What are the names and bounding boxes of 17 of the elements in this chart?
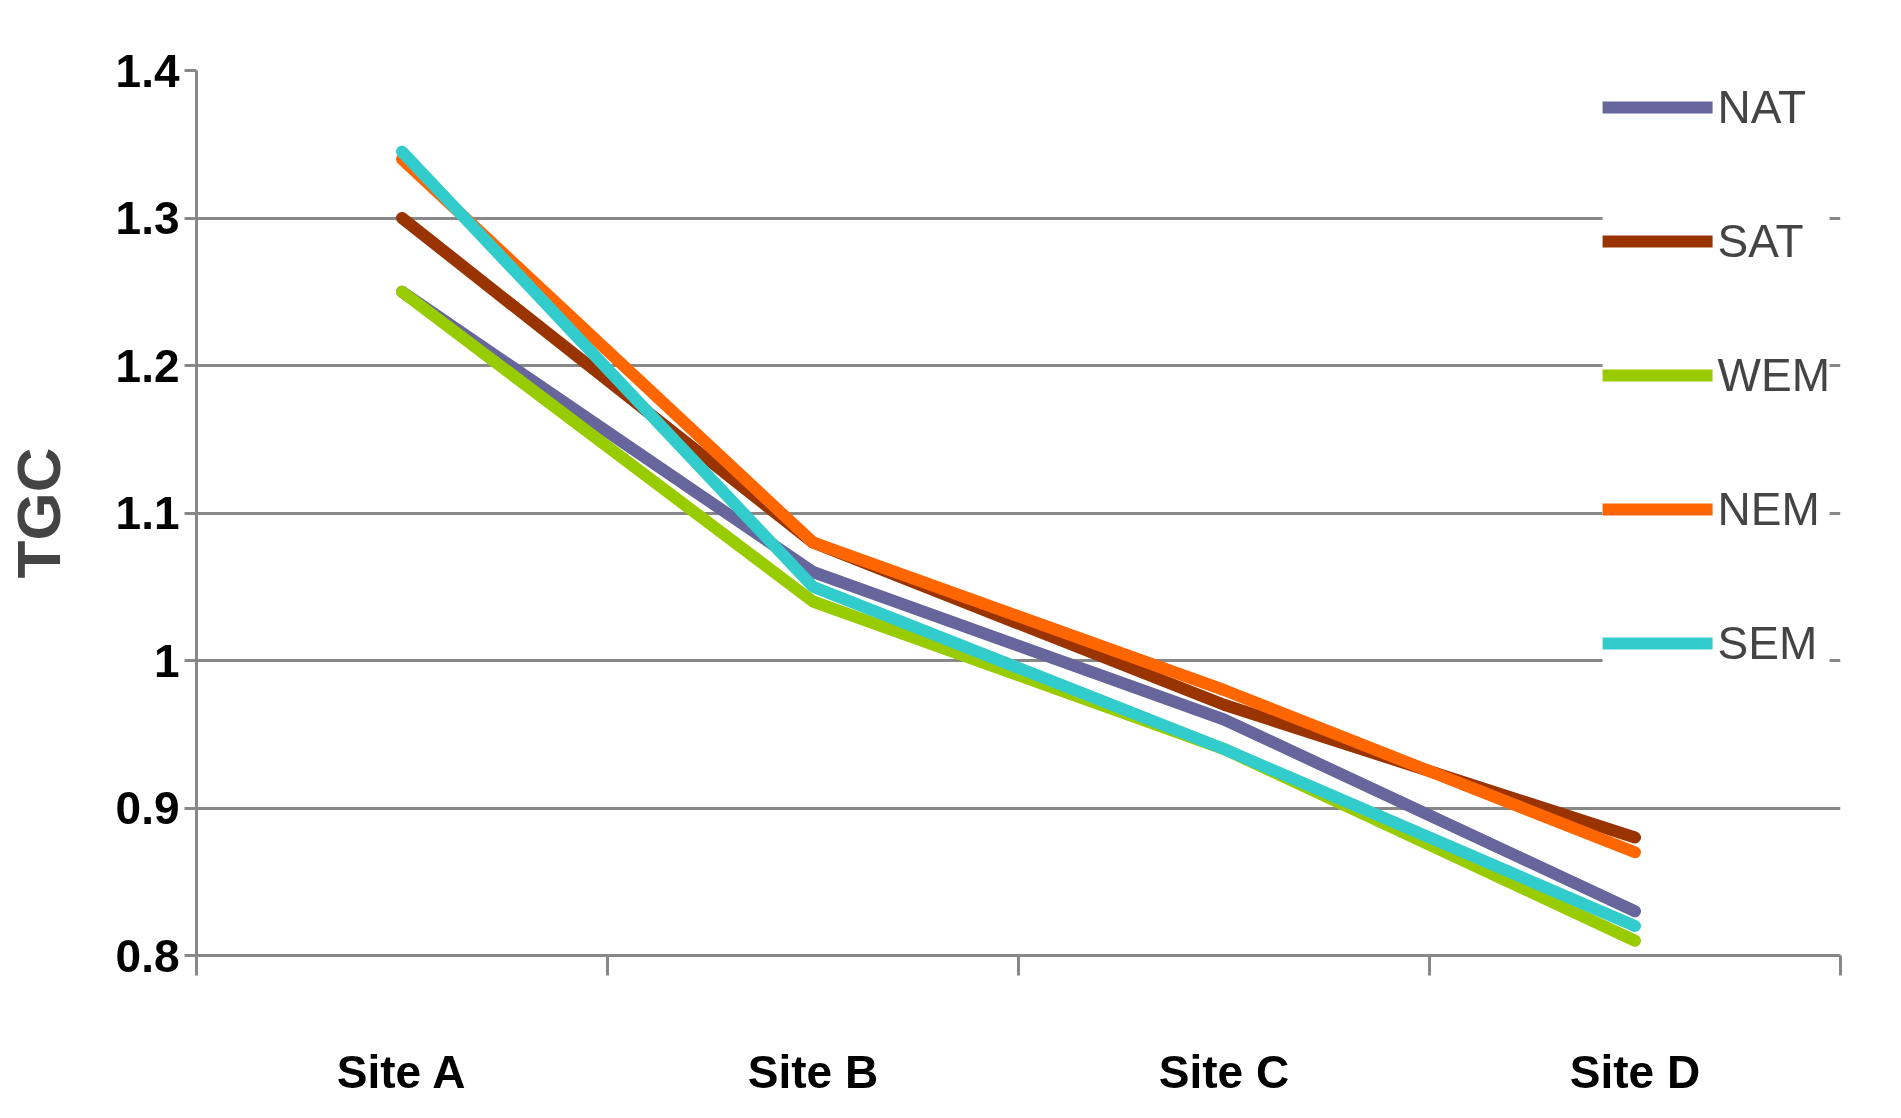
legend-label: SAT — [1717, 214, 1804, 268]
y-tick-label: 0.9 — [115, 782, 180, 834]
y-tick-label: 1.4 — [115, 44, 180, 97]
y-tick-label: 1.3 — [115, 192, 180, 244]
y-tick-label: 1.2 — [115, 339, 180, 392]
x-tick-label: Site D — [1569, 1045, 1701, 1098]
legend-label: SEM — [1717, 616, 1818, 670]
y-tick-label: 0.8 — [115, 929, 180, 982]
legend-label: NAT — [1717, 80, 1807, 134]
legend-label: WEM — [1717, 348, 1830, 402]
y-axis-title: TGC — [3, 447, 73, 579]
y-tick-label: 1 — [153, 634, 180, 687]
legend-label: NEM — [1717, 482, 1820, 536]
x-tick-label: Site A — [336, 1045, 466, 1098]
x-tick-label: Site C — [1158, 1045, 1290, 1098]
x-tick-label: Site B — [747, 1045, 879, 1098]
y-tick-label: 1.1 — [115, 487, 180, 539]
